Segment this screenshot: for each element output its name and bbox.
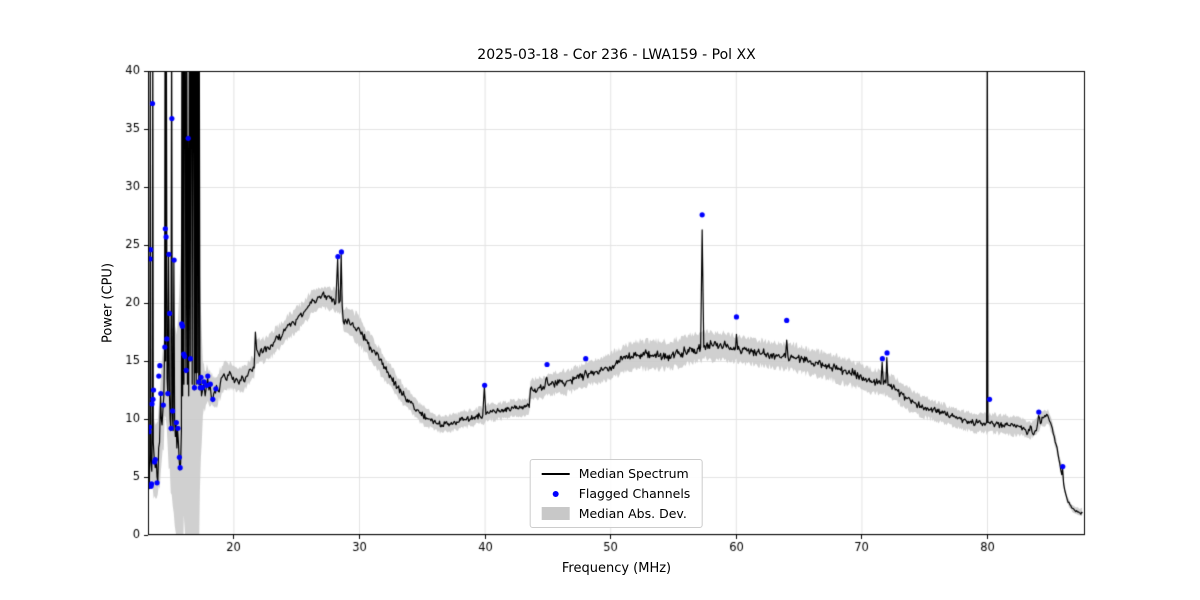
legend-dot-sample [552,490,559,497]
legend-item-median-abs-dev: Median Abs. Dev. [541,506,691,521]
patch-swatch-icon [541,507,570,520]
legend-line-sample [541,472,570,475]
legend-label: Flagged Channels [578,486,691,501]
legend-item-flagged-channels: Flagged Channels [542,486,691,501]
legend-label: Median Spectrum [578,466,689,481]
x-axis-label: Frequency (MHz) [561,561,672,576]
legend-label: Median Abs. Dev. [578,506,687,521]
line-swatch-icon [541,472,570,475]
legend-patch-sample [541,507,570,520]
legend: Median Spectrum Flagged Channels Median … [529,459,703,528]
page-title: 2025-03-18 - Cor 236 - LWA159 - Pol XX [477,47,756,63]
y-axis-label: Power (CPU) [100,262,116,344]
legend-item-median-spectrum: Median Spectrum [541,466,691,481]
dot-swatch-icon [542,490,570,497]
